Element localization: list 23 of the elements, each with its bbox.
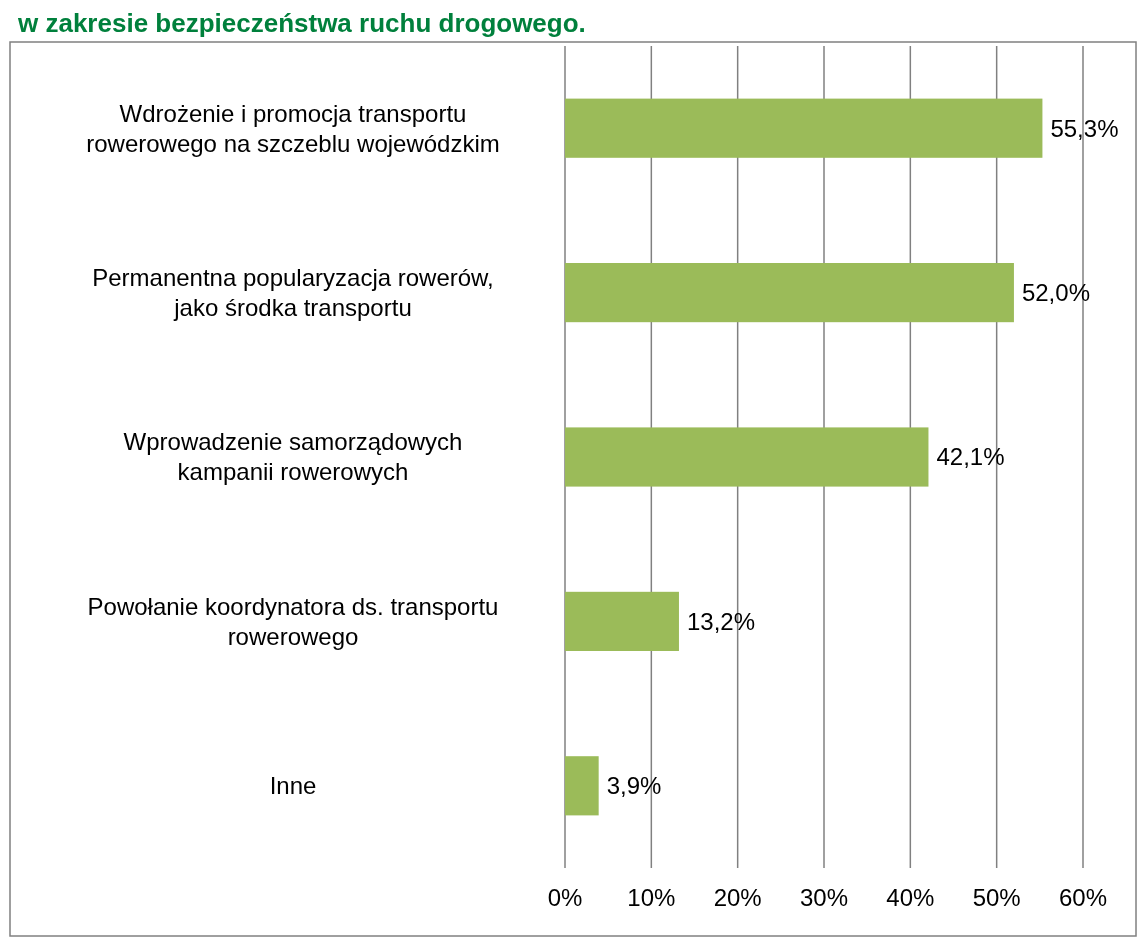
x-tick-label: 40% bbox=[886, 884, 935, 911]
x-tick-label: 60% bbox=[1058, 884, 1108, 911]
bar bbox=[565, 591, 679, 651]
bar bbox=[565, 756, 599, 816]
y-tick-label: Wprowadzenie samorządowych kampanii rowerowych bbox=[123, 428, 463, 486]
x-tick-label: 50% bbox=[972, 884, 1021, 911]
text: w zakresie bezpieczeństwa ruchu drogowego. bbox=[17, 8, 586, 38]
y-tick-label: Inne bbox=[269, 772, 317, 800]
data-label: 55,3% bbox=[1050, 114, 1119, 142]
y-tick-label: Wdrożenie i promocja transportu rowerowego na szczeblu wojewódzkim bbox=[86, 99, 500, 157]
bar bbox=[565, 263, 1014, 323]
y-tick-label: Permanentna popularyzacja rowerów, jako środka transportu bbox=[92, 264, 494, 321]
data-label: 52,0% bbox=[1021, 279, 1090, 306]
x-tick-label: 0% bbox=[547, 884, 583, 911]
bar bbox=[565, 98, 1043, 158]
data-label: 42,1% bbox=[936, 443, 1005, 471]
x-tick-label: 10% bbox=[627, 884, 676, 911]
y-tick-label: Powołanie koordynatora ds. transportu rowerowego bbox=[87, 592, 499, 650]
x-tick-label: 30% bbox=[799, 884, 849, 911]
bar bbox=[565, 427, 929, 487]
data-label: 13,2% bbox=[686, 607, 756, 635]
x-tick-label: 20% bbox=[713, 884, 762, 911]
data-label: 3,9% bbox=[606, 772, 662, 800]
